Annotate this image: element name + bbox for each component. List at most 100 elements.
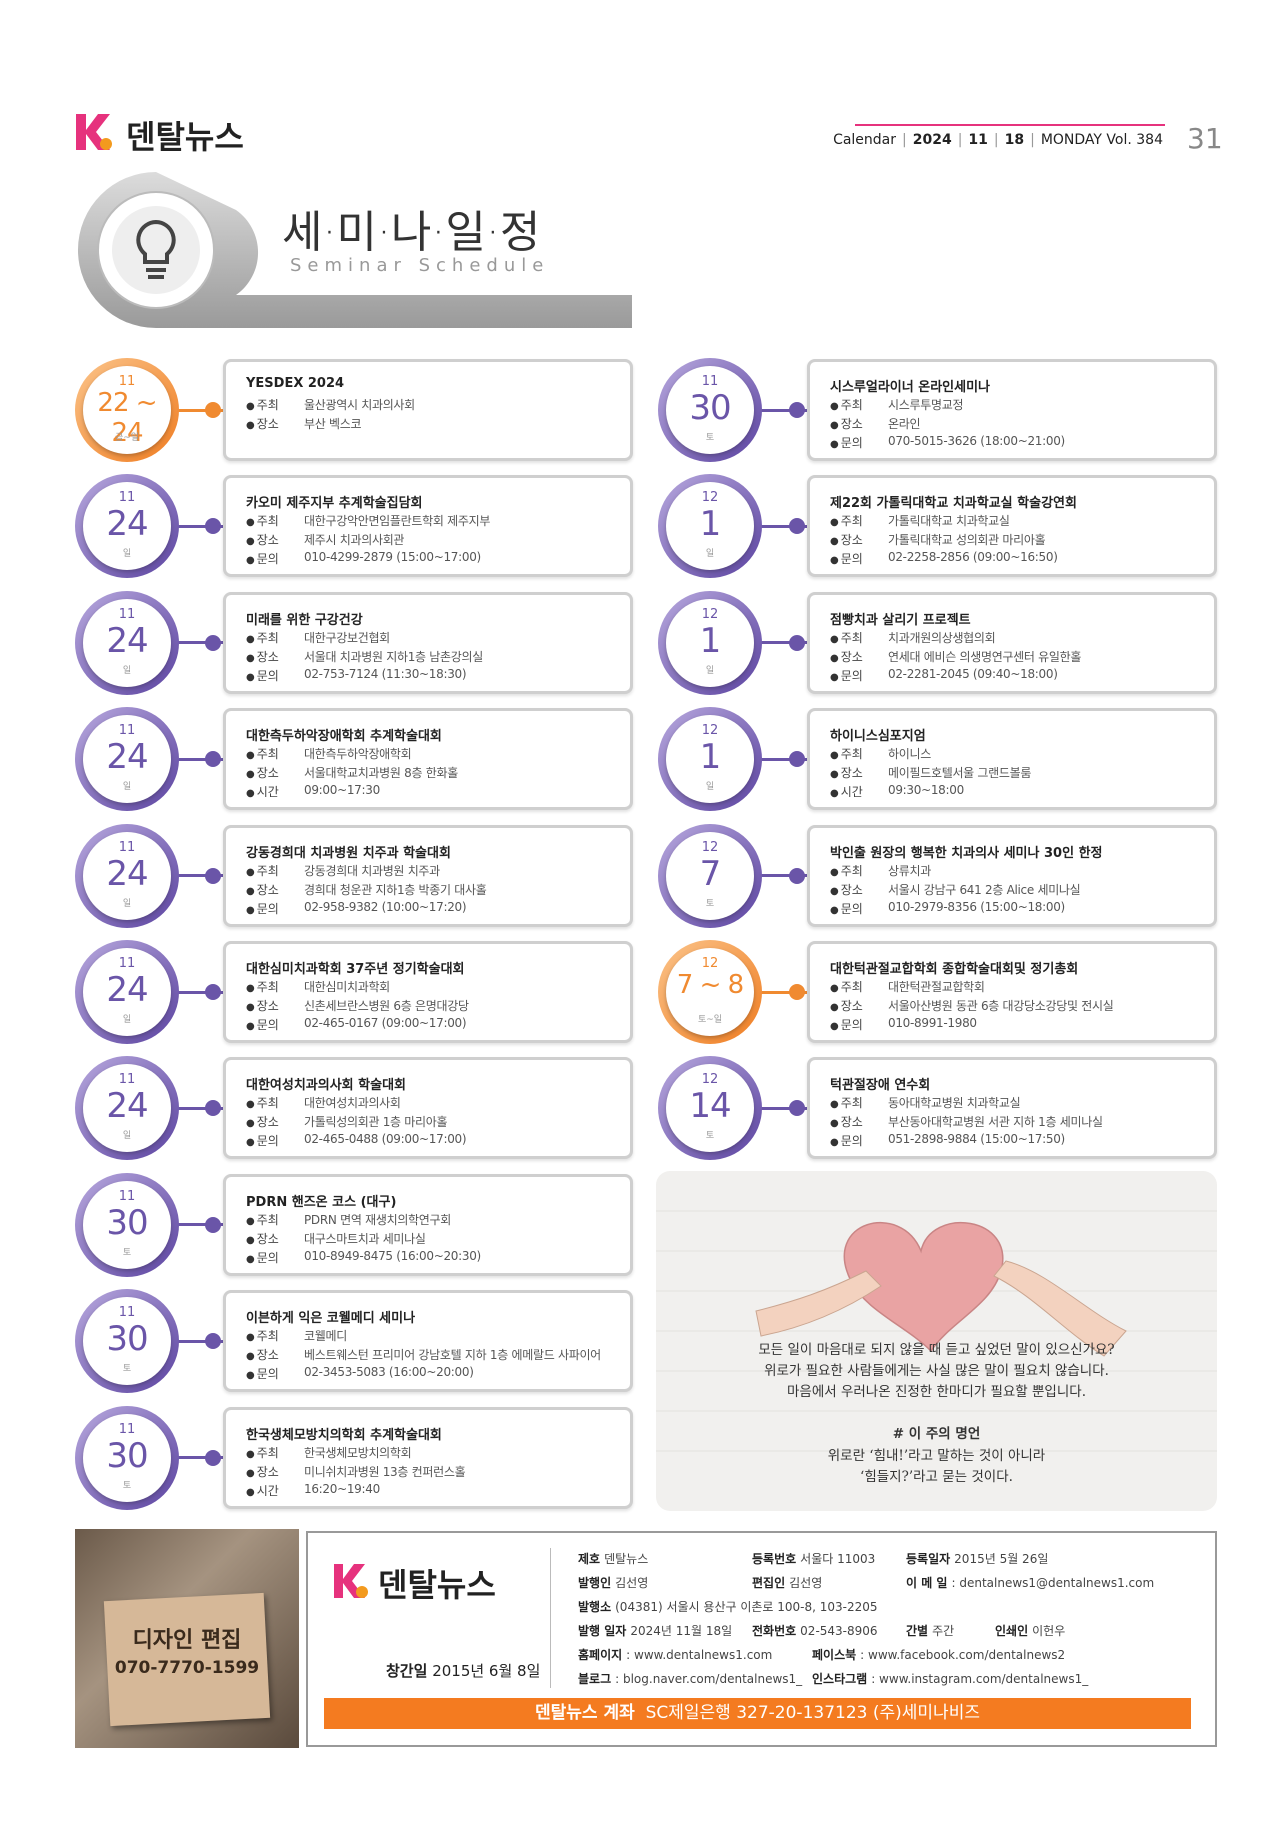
date-weekday: 토 [122, 1364, 132, 1375]
event-value: 가톨릭성의회관 1층 마리아홀 [304, 1115, 448, 1130]
info-label: 블로그 [578, 1672, 612, 1686]
info-value: : dentalnews1@dentalnews1.com [951, 1576, 1155, 1590]
event-value: 010-2979-8356 (15:00~18:00) [888, 899, 1065, 914]
date-weekday: 금~일 [114, 433, 140, 443]
event-label: 장소 [246, 1463, 279, 1480]
event-label: 장소 [246, 997, 279, 1014]
date-month: 12 [701, 839, 719, 855]
event-value: 010-4299-2879 (15:00~17:00) [304, 550, 481, 565]
date-circle: 11 30 토 [666, 366, 754, 454]
event-label: 장소 [246, 1230, 279, 1247]
date-month: 11 [118, 490, 136, 506]
connector-dot [789, 518, 805, 535]
event-value: 02-753-7124 (11:30~18:30) [304, 666, 467, 681]
event-card: 제22회 가톨릭대학교 치과학교실 학술강연회주최 가톨릭대학교 치과학교실장소 가… [807, 475, 1217, 578]
info-label: 편집인 [752, 1576, 786, 1590]
date-circle: 11 24 일 [83, 831, 171, 920]
info-field: 간별 주간 [906, 1620, 954, 1639]
date-circle: 11 30 토 [83, 1180, 171, 1269]
event-label: 문의 [830, 550, 863, 567]
event-label: 장소 [830, 881, 863, 898]
event-title: 제22회 가톨릭대학교 치과학교실 학술강연회 [830, 496, 1077, 512]
event-label: 주최 [830, 396, 863, 413]
quote-line: 위로가 필요한 사람들에게는 사실 많은 말이 필요치 않습니다. [764, 1363, 1109, 1379]
event-label: 문의 [830, 434, 863, 451]
info-value: : www.instagram.com/dentalnews1_ [871, 1672, 1089, 1686]
date-month: 11 [118, 1072, 136, 1088]
event-value: 09:00~17:30 [304, 783, 380, 798]
date-day: 7 ~ 8 [676, 970, 744, 1000]
event-value: 치과개원의상생협의회 [888, 630, 996, 645]
event-value: 02-3453-5083 (16:00~20:00) [304, 1365, 474, 1380]
info-value: 2015년 5월 26일 [954, 1552, 1049, 1566]
event-value: 010-8949-8475 (16:00~20:30) [304, 1248, 481, 1263]
info-field: 인스타그램: www.instagram.com/dentalnews1_ [812, 1668, 1088, 1687]
date-day: 7 [699, 853, 722, 894]
ad-title: 디자인 편집 [132, 1628, 242, 1653]
calendar-item: 18 [1004, 132, 1025, 148]
event-label: 장소 [246, 1113, 279, 1130]
event-value: 제주시 치과의사회관 [304, 533, 405, 548]
event-label: 장소 [246, 881, 279, 898]
date-weekday: 일 [122, 782, 132, 793]
date-circle: 12 1 일 [666, 482, 754, 571]
event-value: 미니쉬치과병원 13층 컨퍼런스홀 [304, 1464, 466, 1479]
event-value: PDRN 면역 재생치의학연구회 [304, 1212, 452, 1227]
event-card: 시스루얼라이너 온라인세미나주최 시스루투명교정장소 온라인문의 070-5015-3… [807, 359, 1217, 461]
event-value: 한국생체모방치의학회 [304, 1445, 412, 1460]
event-card: 턱관절장애 연수회주최 동아대학교병원 치과학교실장소 부산동아대학교병원 서관 지… [807, 1057, 1217, 1160]
event-card: 미래를 위한 구강건강주최 대한구강보건협회장소 서울대 치과병원 지하1층 남촌강… [223, 591, 633, 694]
info-label: 등록일자 [906, 1552, 951, 1566]
connector-dot [205, 518, 221, 535]
event-value: 강동경희대 치과병원 치주과 [304, 863, 440, 878]
event-label: 문의 [830, 900, 863, 917]
event-label: 주최 [246, 396, 279, 413]
date-month: 11 [118, 839, 136, 855]
event-value: 02-465-0488 (09:00~17:00) [304, 1132, 467, 1147]
info-field: 제호 덴탈뉴스 [578, 1548, 648, 1567]
event-title: 점빵치과 살리기 프로젝트 [830, 612, 971, 628]
event-title: YESDEX 2024 [246, 376, 345, 391]
info-field: 페이스북: www.facebook.com/dentalnews2 [812, 1644, 1065, 1663]
date-circle: 11 24 일 [83, 948, 171, 1036]
event-value: 동아대학교병원 치과학교실 [888, 1096, 1021, 1111]
event-card: 강동경희대 치과병원 치주과 학술대회주최 강동경희대 치과병원 치주과장소 경희대… [223, 824, 633, 927]
calendar-item: MONDAY Vol. 384 [1040, 132, 1163, 148]
date-month: 11 [118, 723, 136, 739]
info-box [306, 1531, 1217, 1747]
event-card: 대한심미치과학회 37주년 정기학술대회주최 대한심미치과학회장소 신촌세브란스병원… [223, 941, 633, 1043]
event-label: 장소 [830, 764, 863, 781]
connector-dot [205, 751, 221, 768]
event-card: 박인출 원장의 행복한 치과의사 세미나 30인 한정주최 상류치과장소 서울시 강… [807, 824, 1217, 927]
info-field: 홈페이지: www.dentalnews1.com [578, 1644, 772, 1663]
date-month: 11 [118, 1421, 136, 1437]
quote-illustration [656, 1210, 1217, 1452]
info-value: 김선영 [615, 1576, 649, 1590]
connector-dot [205, 1333, 221, 1350]
event-label: 장소 [246, 531, 279, 548]
quote-box [656, 1171, 1217, 1511]
date-circle: 12 7 토 [666, 831, 754, 920]
calendar-item: 2024 [912, 132, 952, 148]
info-field: 발행 일자 2024년 11월 18일 [578, 1620, 732, 1639]
event-label: 장소 [246, 415, 279, 432]
info-value: 김선영 [789, 1576, 823, 1590]
date-month: 11 [118, 956, 136, 971]
date-circle: 11 24 일 [83, 715, 171, 804]
event-card: 이븐하게 익은 코웰메디 세미나주최 코웰메디장소 베스트웨스턴 프리미어 강남호텔… [223, 1290, 633, 1393]
info-field: 이 메 일: dentalnews1@dentalnews1.com [906, 1572, 1154, 1591]
date-day: 24 [106, 737, 148, 778]
page-number: 31 [1187, 122, 1223, 155]
date-day: 24 [106, 1086, 148, 1127]
date-weekday: 일 [122, 549, 132, 560]
event-value: 코웰메디 [304, 1329, 347, 1344]
ad-phone: 070-7770-1599 [114, 1658, 260, 1678]
info-value: : www.dentalnews1.com [626, 1648, 773, 1662]
info-field: 블로그: blog.naver.com/dentalnews1_ [578, 1668, 802, 1687]
date-circle: 12 1 일 [666, 715, 754, 804]
event-label: 주최 [246, 978, 279, 995]
event-label: 시간 [246, 783, 279, 800]
info-value: 서울다 11003 [800, 1552, 876, 1566]
event-value: 부산 벡스코 [304, 417, 362, 431]
event-label: 주최 [246, 1444, 279, 1461]
